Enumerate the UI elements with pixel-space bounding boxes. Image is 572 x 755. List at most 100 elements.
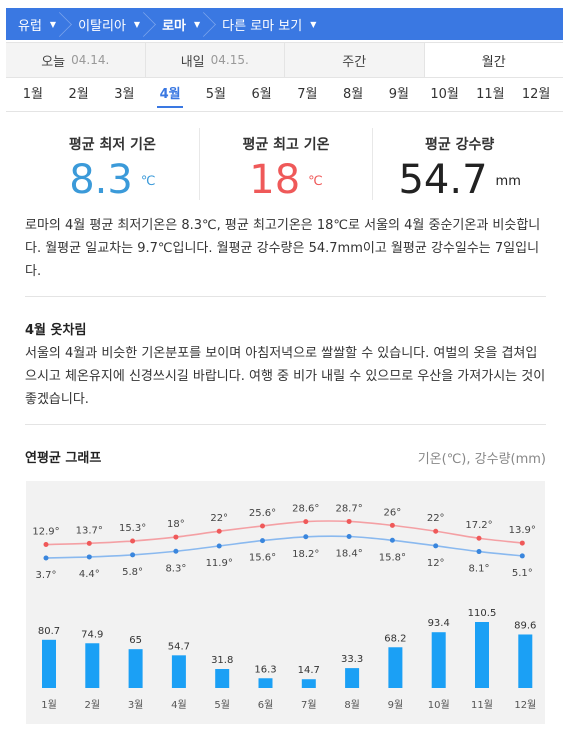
- breadcrumb-other-rome[interactable]: 다른 로마 보기 ▼: [210, 8, 326, 40]
- min-temp-label: 5.1°: [512, 568, 533, 579]
- min-temp-label: 12°: [427, 558, 445, 569]
- tab-label: 오늘: [41, 54, 66, 70]
- tab-month-12[interactable]: 12월: [521, 86, 551, 102]
- stat-label: 평균 최저 기온: [68, 137, 156, 153]
- max-temp-label: 12.9°: [32, 527, 59, 538]
- tab-month-7[interactable]: 7월: [297, 86, 318, 102]
- tab-month-8[interactable]: 8월: [343, 86, 364, 102]
- x-tick-label: 5월: [214, 699, 230, 711]
- x-tick-label: 4월: [171, 699, 187, 711]
- tab-today[interactable]: 오늘 04.14.: [6, 43, 146, 77]
- tab-month-10[interactable]: 10월: [430, 86, 459, 102]
- max-temp-line: [45, 520, 523, 546]
- precipitation-label: 31.8: [211, 655, 233, 666]
- tab-month-6[interactable]: 6월: [251, 86, 272, 102]
- clothing-text: 서울의 4월과 비슷한 기온분포를 보이며 아침저녁으로 쌀쌀할 수 있습니다.…: [25, 346, 546, 407]
- caret-down-icon: ▼: [133, 19, 141, 29]
- precipitation-bar: [475, 622, 489, 688]
- monthly-stats: 평균 최저 기온 8.3 ℃ 평균 최고 기온 18 ℃ 평균 강수량 54.7 mm: [26, 128, 546, 200]
- tab-month-11[interactable]: 11월: [476, 86, 505, 102]
- precipitation-bar: [518, 634, 533, 688]
- tab-month-3[interactable]: 3월: [114, 86, 135, 102]
- precipitation-bar: [431, 632, 446, 688]
- breadcrumb-label: 로마: [162, 18, 186, 34]
- precipitation-label: 89.6: [514, 620, 536, 631]
- tab-monthly[interactable]: 월간: [424, 43, 563, 77]
- max-temp-point: [476, 535, 482, 541]
- min-temp-label: 15.8°: [379, 552, 406, 563]
- month-tabs: 1월 2월 3월 4월 5월 6월 7월 8월 9월 10월 11월 12월: [6, 78, 563, 112]
- annual-chart: 12.9° 13.7° 15.3° 18° 22° 25.6° 28.6° 28.7° 26° 2…: [32, 503, 536, 711]
- min-temp-label: 15.6°: [249, 553, 276, 564]
- tab-month-9[interactable]: 9월: [388, 86, 409, 102]
- min-temp-point: [173, 548, 179, 554]
- x-tick-label: 1월: [41, 699, 57, 711]
- precipitation-label: 93.4: [428, 618, 450, 629]
- max-temp-label: 13.9°: [509, 525, 536, 536]
- stat-value: 54.7 mm: [398, 157, 521, 203]
- max-temp-label: 22°: [210, 513, 228, 524]
- stat-unit: ℃: [140, 174, 156, 189]
- tab-tomorrow[interactable]: 내일 04.15.: [146, 43, 285, 77]
- max-temp-point: [303, 519, 309, 525]
- x-tick-label: 6월: [258, 699, 274, 711]
- tab-month-2[interactable]: 2월: [68, 86, 89, 102]
- x-tick-label: 2월: [85, 699, 101, 711]
- min-temp-label: 3.7°: [36, 570, 57, 581]
- tab-month-5[interactable]: 5월: [205, 86, 226, 102]
- precipitation-label: 68.2: [384, 633, 406, 644]
- min-temp-point: [519, 553, 525, 559]
- max-temp-label: 17.2°: [465, 520, 492, 531]
- max-temp-label: 28.7°: [335, 503, 362, 514]
- stat-max-temp: 평균 최고 기온 18 ℃: [198, 128, 373, 200]
- max-temp-label: 25.6°: [249, 508, 276, 519]
- max-temp-point: [86, 540, 92, 546]
- precipitation-bar: [258, 678, 273, 688]
- x-tick-label: 11월: [471, 699, 493, 711]
- caret-down-icon: ▼: [310, 19, 317, 29]
- max-temp-point: [519, 540, 525, 546]
- precipitation-bar: [42, 639, 56, 688]
- max-temp-point: [43, 542, 49, 548]
- breadcrumb-italy[interactable]: 이탈리아 ▼: [66, 8, 150, 40]
- min-temp-label: 18.2°: [292, 549, 319, 560]
- stat-label: 평균 강수량: [425, 137, 495, 153]
- precipitation-bar: [215, 669, 230, 688]
- breadcrumb-europe[interactable]: 유럽 ▼: [6, 8, 66, 40]
- max-temp-point: [216, 528, 222, 534]
- x-tick-label: 3월: [128, 699, 144, 711]
- divider: [25, 296, 546, 297]
- stat-value: 8.3 ℃: [69, 157, 156, 203]
- precipitation-label: 14.7: [298, 665, 320, 676]
- max-temp-point: [346, 518, 352, 524]
- graph-legend: 기온(℃), 강수량(mm): [417, 452, 546, 467]
- max-temp-point: [260, 523, 265, 529]
- stat-min-temp: 평균 최저 기온 8.3 ℃: [26, 128, 199, 200]
- breadcrumb-label: 다른 로마 보기: [222, 18, 303, 34]
- breadcrumb-rome[interactable]: 로마 ▼: [150, 8, 210, 40]
- monthly-description: 로마의 4월 평균 최저기온은 8.3℃, 평균 최고기온은 18℃로 서울의 …: [25, 218, 541, 279]
- precipitation-bar: [388, 647, 403, 688]
- x-tick-label: 9월: [388, 699, 404, 711]
- precipitation-bar: [301, 679, 316, 688]
- tab-date: 04.15.: [210, 53, 249, 67]
- stat-unit: ℃: [308, 174, 323, 189]
- max-temp-point: [173, 534, 179, 540]
- tab-month-4[interactable]: 4월: [147, 78, 193, 112]
- precipitation-bar: [171, 655, 186, 688]
- annual-graph: 12.9° 13.7° 15.3° 18° 22° 25.6° 28.6° 28.7° 26° 2…: [26, 481, 545, 724]
- min-temp-label: 18.4°: [335, 548, 362, 559]
- min-temp-point: [130, 552, 136, 558]
- breadcrumb-label: 이탈리아: [78, 18, 126, 34]
- precipitation-label: 74.9: [81, 629, 103, 640]
- stat-unit: mm: [495, 174, 521, 189]
- x-tick-label: 7월: [301, 699, 317, 711]
- max-temp-point: [130, 538, 136, 544]
- tab-weekly[interactable]: 주간: [285, 43, 425, 77]
- tab-month-1[interactable]: 1월: [22, 86, 43, 102]
- min-temp-point: [433, 543, 439, 549]
- min-temp-label: 11.9°: [206, 558, 233, 569]
- precipitation-label: 80.7: [38, 626, 60, 637]
- tab-date: 04.14.: [71, 53, 110, 67]
- breadcrumb-label: 유럽: [18, 18, 42, 34]
